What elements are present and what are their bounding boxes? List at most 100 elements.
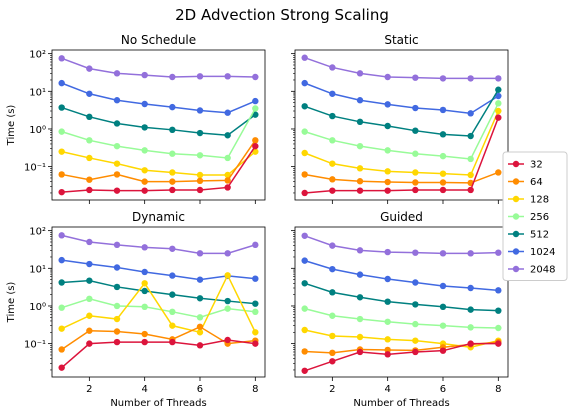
data-point-64 — [86, 176, 93, 183]
data-point-64 — [58, 346, 65, 353]
data-point-256 — [86, 137, 93, 144]
data-point-1024 — [356, 97, 364, 104]
data-point-512 — [113, 283, 121, 291]
subplot-4: Guided 2 4 6 8 Number of Threads — [291, 210, 509, 409]
data-point-256 — [301, 128, 308, 135]
legend: 32 64 128 256 512 1024 2048 — [502, 151, 568, 281]
data-point-128 — [169, 322, 176, 329]
data-point-2048 — [141, 244, 148, 251]
data-point-256 — [495, 324, 502, 332]
x-axis-label: Number of Threads — [353, 398, 449, 409]
data-point-32 — [301, 189, 308, 197]
legend-label: 2048 — [530, 265, 555, 276]
y-tick-label: 10⁻¹ — [24, 340, 46, 351]
data-point-512 — [329, 289, 336, 296]
data-point-512 — [467, 132, 474, 140]
data-point-256 — [252, 308, 259, 316]
legend-entry: 32 — [508, 160, 543, 171]
data-point-512 — [169, 291, 176, 298]
data-point-512 — [169, 126, 176, 134]
legend-marker — [512, 265, 520, 273]
subplot-grid: No Schedule 10⁻¹ 10⁰ 10¹ 10² Time (s) Static Dy… — [6, 33, 509, 409]
data-point-512 — [384, 122, 391, 130]
data-point-128 — [301, 149, 308, 157]
data-point-256 — [384, 318, 391, 325]
series-line-64 — [61, 139, 256, 183]
data-point-2048 — [58, 55, 65, 62]
data-point-32 — [439, 347, 447, 354]
data-point-128 — [113, 315, 121, 323]
data-point-2048 — [356, 247, 364, 254]
data-point-1024 — [495, 92, 502, 100]
series-line-256 — [304, 102, 499, 160]
data-point-1024 — [329, 265, 336, 273]
data-point-2048 — [329, 242, 336, 249]
legend-marker — [512, 178, 520, 185]
series-line-128 — [61, 273, 256, 334]
data-point-2048 — [467, 75, 474, 82]
data-point-1024 — [196, 276, 204, 283]
data-point-512 — [141, 124, 148, 131]
data-point-2048 — [495, 75, 502, 82]
series-group — [301, 232, 502, 374]
data-point-32 — [467, 340, 474, 347]
data-point-512 — [113, 120, 121, 127]
subplot-3: Dynamic 10⁻¹ 10⁰ 10¹ 10² 2 4 6 8 Time (s) Number o… — [6, 210, 266, 409]
legend-marker — [512, 213, 520, 220]
data-point-64 — [58, 171, 65, 178]
data-point-256 — [169, 150, 176, 157]
data-point-128 — [467, 171, 474, 179]
data-point-1024 — [356, 271, 364, 278]
x-tick-label: 8 — [252, 384, 258, 395]
data-point-512 — [329, 112, 336, 120]
data-point-2048 — [495, 249, 502, 256]
data-point-1024 — [252, 97, 259, 105]
series-line-32 — [61, 339, 256, 369]
data-point-32 — [252, 142, 259, 150]
series-group — [301, 54, 502, 197]
series-line-1024 — [61, 82, 256, 114]
data-point-1024 — [301, 257, 308, 264]
data-point-2048 — [58, 232, 65, 239]
data-point-512 — [196, 295, 204, 302]
series-line-128 — [304, 110, 500, 176]
data-point-256 — [169, 308, 176, 316]
legend-marker — [512, 230, 520, 238]
data-point-256 — [412, 150, 419, 157]
data-point-64 — [329, 349, 336, 357]
data-point-128 — [86, 312, 93, 319]
data-point-1024 — [412, 104, 419, 112]
data-point-32 — [141, 187, 148, 194]
data-point-32 — [196, 342, 204, 349]
data-point-256 — [329, 137, 336, 144]
data-point-1024 — [141, 268, 148, 276]
data-point-2048 — [169, 245, 176, 252]
data-point-128 — [252, 329, 259, 336]
data-point-1024 — [113, 264, 121, 271]
data-point-32 — [224, 184, 231, 191]
legend-label: 128 — [530, 195, 549, 206]
data-point-2048 — [467, 250, 474, 257]
legend-marker — [512, 160, 520, 168]
data-point-2048 — [384, 248, 391, 256]
series-line-128 — [61, 150, 256, 176]
axes-frame — [51, 226, 266, 378]
data-point-256 — [439, 322, 447, 329]
data-point-512 — [439, 303, 447, 311]
legend-frame — [502, 151, 568, 281]
axes-frame — [51, 49, 266, 201]
data-point-64 — [86, 327, 93, 334]
y-tick-label: 10² — [29, 50, 46, 61]
data-point-32 — [329, 187, 336, 194]
data-point-256 — [439, 152, 447, 160]
y-tick-label: 10² — [29, 227, 46, 238]
data-point-512 — [412, 127, 419, 134]
x-tick-label: 4 — [141, 384, 147, 395]
legend-entry: 64 — [508, 177, 543, 188]
subplot-title: Dynamic — [132, 210, 185, 224]
data-point-64 — [224, 177, 231, 184]
data-point-256 — [467, 324, 474, 331]
data-point-1024 — [301, 79, 308, 87]
data-point-32 — [252, 340, 259, 347]
x-axis-label: Number of Threads — [110, 398, 206, 409]
